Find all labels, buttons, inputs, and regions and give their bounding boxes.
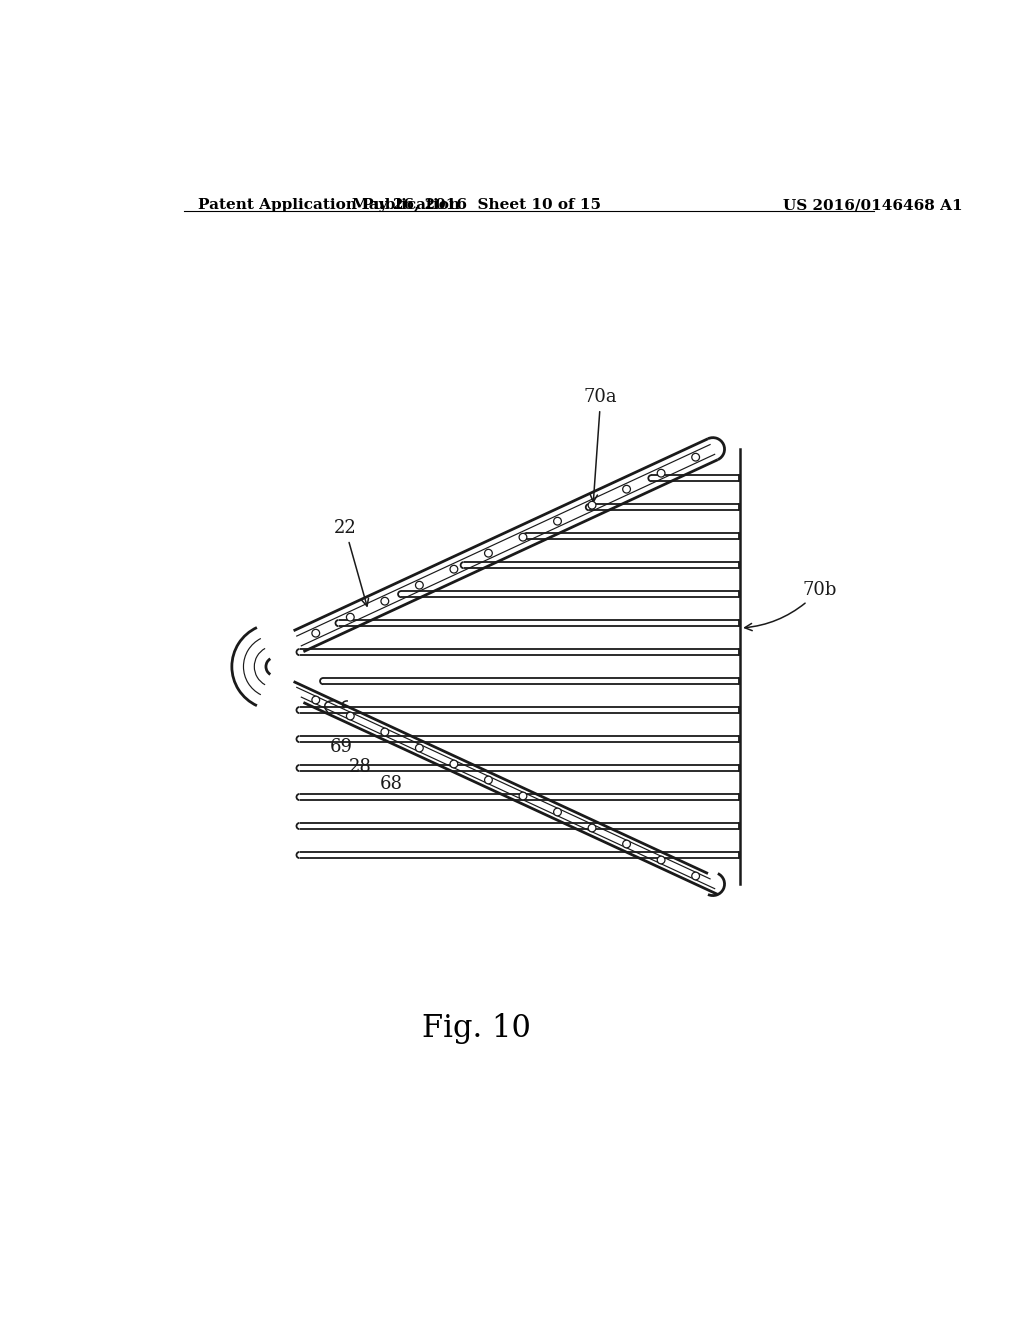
Circle shape — [312, 696, 319, 704]
Circle shape — [450, 760, 458, 768]
Text: Fig. 10: Fig. 10 — [422, 1012, 531, 1044]
Circle shape — [623, 840, 631, 847]
Circle shape — [312, 630, 319, 638]
Circle shape — [346, 614, 354, 620]
Circle shape — [416, 744, 423, 752]
Text: 69: 69 — [330, 738, 352, 756]
Circle shape — [692, 453, 699, 461]
Text: 22: 22 — [334, 519, 369, 606]
Circle shape — [484, 549, 493, 557]
Text: Patent Application Publication: Patent Application Publication — [198, 198, 460, 213]
Circle shape — [450, 565, 458, 573]
Circle shape — [519, 792, 526, 800]
Text: 70a: 70a — [584, 388, 617, 502]
Circle shape — [657, 470, 665, 477]
Circle shape — [519, 533, 526, 541]
Circle shape — [346, 713, 354, 719]
Circle shape — [381, 729, 389, 735]
Text: 28: 28 — [349, 758, 372, 776]
Circle shape — [416, 581, 423, 589]
Circle shape — [623, 486, 631, 494]
Circle shape — [692, 873, 699, 880]
Circle shape — [554, 808, 561, 816]
Circle shape — [554, 517, 561, 525]
Circle shape — [588, 824, 596, 832]
Text: 70b: 70b — [744, 581, 837, 631]
Text: May 26, 2016  Sheet 10 of 15: May 26, 2016 Sheet 10 of 15 — [352, 198, 601, 213]
Circle shape — [657, 857, 665, 863]
Text: US 2016/0146468 A1: US 2016/0146468 A1 — [783, 198, 963, 213]
Circle shape — [381, 598, 389, 605]
Circle shape — [484, 776, 493, 784]
Text: 68: 68 — [380, 775, 403, 792]
Circle shape — [588, 502, 596, 510]
